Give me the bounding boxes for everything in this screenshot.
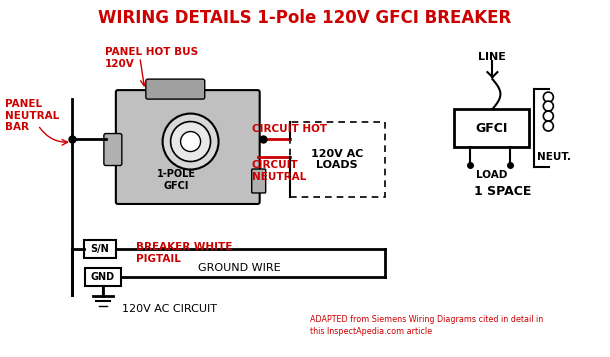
Text: ADAPTED from Siemens Wiring Diagrams cited in detail in: ADAPTED from Siemens Wiring Diagrams cit… bbox=[310, 315, 543, 324]
Circle shape bbox=[544, 121, 553, 131]
Text: PANEL HOT BUS
120V: PANEL HOT BUS 120V bbox=[105, 47, 198, 69]
Text: 120V AC CIRCUIT: 120V AC CIRCUIT bbox=[122, 304, 217, 314]
FancyBboxPatch shape bbox=[104, 134, 122, 166]
Text: BREAKER WHITE
PIGTAIL: BREAKER WHITE PIGTAIL bbox=[136, 242, 232, 263]
Circle shape bbox=[171, 122, 210, 161]
Bar bbox=[84, 240, 116, 258]
Circle shape bbox=[544, 101, 553, 111]
Text: LOAD: LOAD bbox=[476, 170, 507, 180]
Text: GROUND WIRE: GROUND WIRE bbox=[198, 263, 281, 273]
Text: CIRCUIT
NEUTRAL: CIRCUIT NEUTRAL bbox=[252, 160, 306, 182]
Text: CIRCUIT HOT: CIRCUIT HOT bbox=[252, 124, 327, 134]
Bar bbox=[454, 109, 529, 147]
Text: 1 SPACE: 1 SPACE bbox=[474, 186, 531, 198]
Text: NEUT.: NEUT. bbox=[537, 152, 572, 162]
Text: S/N: S/N bbox=[90, 244, 109, 254]
Bar bbox=[85, 268, 121, 286]
Text: this InspectApedia.com article: this InspectApedia.com article bbox=[310, 327, 432, 336]
FancyBboxPatch shape bbox=[116, 90, 260, 204]
Circle shape bbox=[544, 92, 553, 102]
Circle shape bbox=[181, 132, 201, 151]
FancyBboxPatch shape bbox=[146, 79, 205, 99]
Text: 1-POLE
GFCI: 1-POLE GFCI bbox=[157, 169, 196, 191]
Text: 120V AC
LOADS: 120V AC LOADS bbox=[311, 149, 364, 170]
Text: GND: GND bbox=[91, 272, 115, 282]
Text: GFCI: GFCI bbox=[475, 122, 508, 135]
Circle shape bbox=[544, 111, 553, 121]
Text: LINE: LINE bbox=[478, 52, 506, 62]
Text: PANEL
NEUTRAL
BAR: PANEL NEUTRAL BAR bbox=[5, 99, 59, 132]
Text: WIRING DETAILS 1-Pole 120V GFCI BREAKER: WIRING DETAILS 1-Pole 120V GFCI BREAKER bbox=[98, 9, 511, 27]
FancyBboxPatch shape bbox=[252, 169, 266, 193]
Bar bbox=[290, 122, 384, 197]
Circle shape bbox=[163, 114, 218, 170]
